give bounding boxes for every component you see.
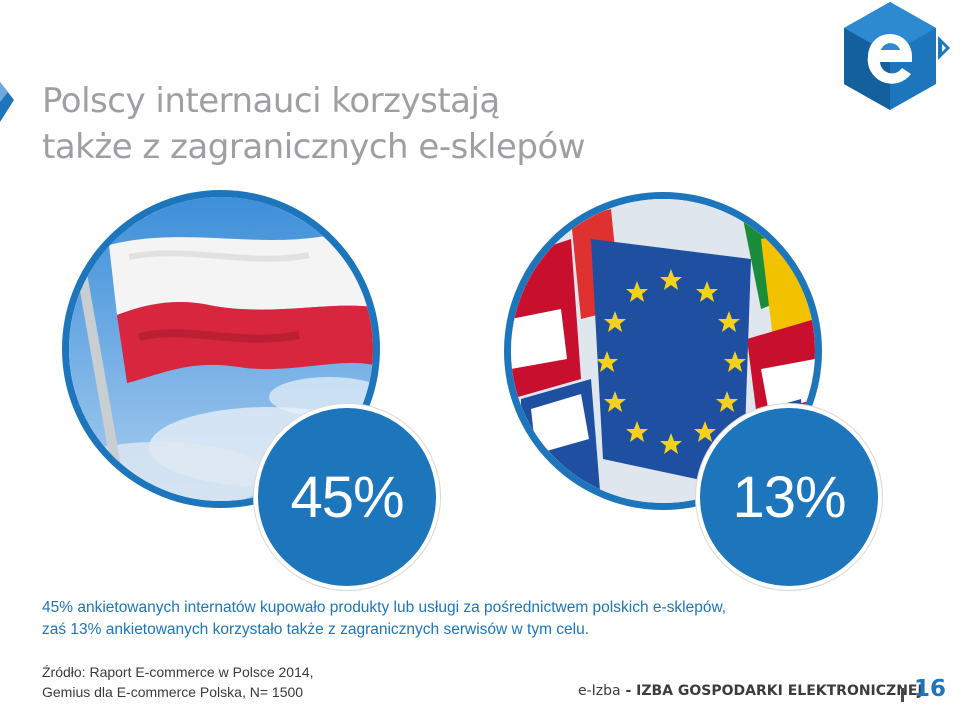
stat-foreign: 13% [696,404,882,590]
slide-title: Polscy internauci korzystają także z zag… [42,78,762,170]
footer-brand-full: - IZBA GOSPODARKI ELEKTRONICZNEJ [620,683,923,699]
description-line-2: zaś 13% ankietowanych korzystało także z… [42,621,590,638]
stat-poland-value: 45% [290,464,404,530]
source-note: Źródło: Raport E-commerce w Polsce 2014,… [42,662,442,702]
footer-brand-short: e-Izba [578,683,621,699]
footer-brand: e-Izba - IZBA GOSPODARKI ELEKTRONICZNEJ [578,683,923,699]
page-number: 16 [914,676,947,702]
eu-stars [596,269,746,454]
footer-separator [901,688,904,702]
title-line-1: Polscy internauci korzystają [42,81,500,121]
title-marker-icon [0,82,14,122]
description: 45% ankietowanych internatów kupowało pr… [42,597,922,641]
stat-foreign-value: 13% [732,464,846,530]
source-line-1: Źródło: Raport E-commerce w Polsce 2014, [42,664,314,680]
title-line-2: także z zagranicznych e-sklepów [42,127,586,167]
e-izba-logo-icon [844,2,950,110]
source-line-2: Gemius dla E-commerce Polska, N= 1500 [42,684,304,700]
description-line-1: 45% ankietowanych internatów kupowało pr… [42,599,727,616]
stat-poland: 45% [254,404,440,590]
